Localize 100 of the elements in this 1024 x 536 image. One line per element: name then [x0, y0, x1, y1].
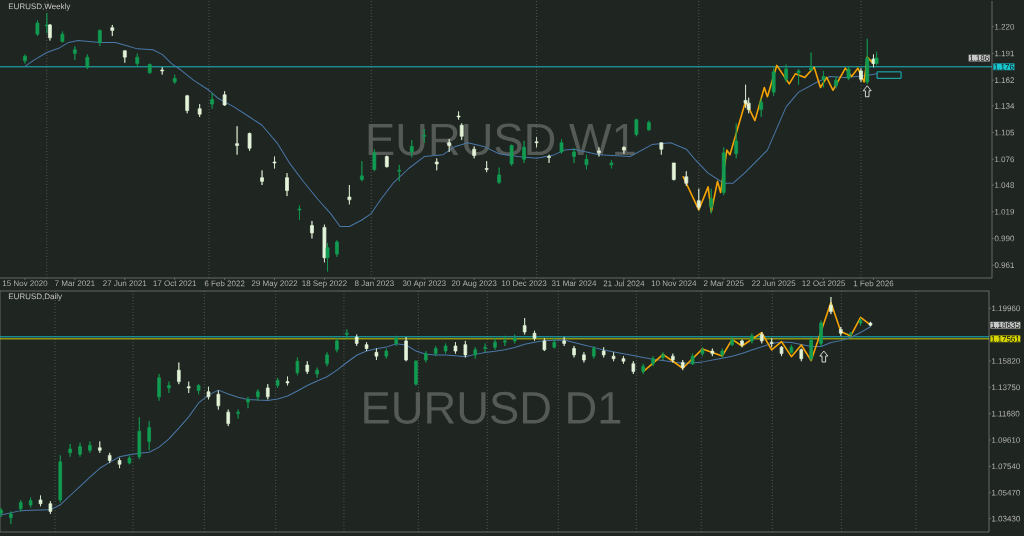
- candlestick: [865, 38, 870, 85]
- candlestick: [651, 355, 655, 367]
- candlestick: [137, 416, 142, 460]
- candlestick: [73, 45, 77, 61]
- candlestick: [210, 92, 214, 110]
- x-tick-label: 7 Mar 2021: [55, 280, 95, 287]
- y-tick-label: 0.990: [994, 235, 1015, 242]
- candlestick: [98, 441, 102, 454]
- candlestick: [789, 344, 794, 354]
- candlestick: [552, 337, 557, 349]
- candlestick: [97, 29, 102, 47]
- y-tick-label: 1.191: [995, 50, 1015, 57]
- candlestick: [456, 111, 461, 121]
- candlestick: [246, 396, 250, 409]
- y-tick-label: 1.019: [995, 208, 1015, 215]
- candlestick: [473, 346, 478, 360]
- x-tick-label: 29 May 2022: [251, 280, 298, 288]
- candlestick: [397, 164, 402, 182]
- candlestick: [222, 90, 227, 107]
- candlestick: [404, 336, 408, 362]
- x-tick-label: 8 Jan 2023: [354, 280, 394, 287]
- candlestick: [690, 353, 695, 366]
- candlestick: [871, 54, 876, 68]
- annotation: 1.186: [969, 55, 989, 61]
- x-tick-label: 27 Jun 2021: [103, 280, 147, 287]
- candlestick: [325, 242, 330, 272]
- candlestick: [659, 142, 664, 156]
- candlestick: [285, 172, 289, 197]
- candlestick: [641, 363, 645, 375]
- candlestick: [809, 52, 813, 72]
- candlestick: [453, 341, 458, 354]
- candlestick: [730, 336, 734, 347]
- x-tick-label: 30 Apr 2023: [402, 280, 446, 288]
- candlestick: [345, 329, 349, 339]
- candlestick: [48, 23, 52, 41]
- candlestick: [821, 70, 826, 88]
- candlestick: [68, 443, 72, 458]
- candlestick: [48, 500, 53, 515]
- chart-title: EURUSD,Daily: [8, 293, 63, 301]
- candlestick: [196, 383, 201, 395]
- candlestick: [247, 132, 252, 152]
- candlestick: [750, 332, 754, 344]
- candlestick: [721, 146, 726, 196]
- y-tick-label: 1.076: [995, 156, 1015, 163]
- candlestick: [216, 390, 221, 410]
- y-tick-label: 1.134: [995, 103, 1015, 109]
- candlestick: [799, 348, 804, 362]
- candlestick: [710, 348, 715, 357]
- candlestick: [484, 160, 489, 173]
- candlestick: [226, 409, 231, 427]
- candlestick: [110, 24, 115, 37]
- candlestick: [260, 169, 264, 186]
- candlestick: [185, 94, 190, 114]
- candlestick: [285, 376, 290, 386]
- y-tick-label: 1.220: [995, 23, 1015, 30]
- y-tick-label: 0.961: [994, 262, 1015, 268]
- y-tick-label: 1.07540: [992, 463, 1021, 470]
- candlestick: [846, 65, 851, 81]
- candlestick: [622, 146, 626, 155]
- chart-title: EURUSD,Weekly: [8, 3, 71, 11]
- candlestick: [433, 345, 438, 357]
- candlestick: [621, 355, 626, 365]
- candlestick: [322, 224, 327, 263]
- x-tick-label: 31 Mar 2024: [551, 280, 597, 287]
- candlestick: [671, 162, 676, 181]
- candlestick: [236, 409, 240, 419]
- candlestick: [709, 188, 714, 214]
- candlestick: [743, 84, 748, 109]
- candlestick: [769, 337, 774, 348]
- candlestick: [497, 167, 501, 185]
- candlestick: [592, 345, 596, 360]
- candlestick: [58, 455, 63, 503]
- candlestick: [265, 383, 270, 400]
- candlestick: [760, 331, 764, 344]
- candlestick: [18, 499, 23, 512]
- line-series: [24, 40, 878, 227]
- candlestick: [611, 351, 616, 362]
- candlestick: [107, 452, 112, 464]
- x-tick-label: 20 Aug 2023: [451, 280, 497, 288]
- candlestick: [177, 362, 181, 385]
- candlestick: [493, 337, 497, 351]
- x-tick-label: 17 Oct 2021: [153, 280, 197, 287]
- candlestick: [295, 357, 300, 376]
- candlestick: [38, 495, 43, 507]
- candlestick: [584, 154, 589, 170]
- candlestick: [858, 317, 863, 326]
- candlestick: [28, 497, 33, 508]
- candlestick: [859, 67, 863, 83]
- y-tick-label: 1.105: [995, 129, 1015, 136]
- x-tick-label: 2 Mar 2025: [703, 280, 744, 287]
- candlestick: [197, 103, 202, 118]
- candlestick: [848, 331, 853, 338]
- candlestick: [868, 321, 873, 327]
- y-tick-label: 1.11680: [992, 410, 1020, 417]
- candlestick: [172, 74, 177, 85]
- candlestick: [347, 184, 352, 205]
- candlestick: [671, 353, 675, 363]
- candlestick: [631, 360, 636, 375]
- candlestick: [522, 317, 527, 335]
- candlestick: [634, 118, 639, 137]
